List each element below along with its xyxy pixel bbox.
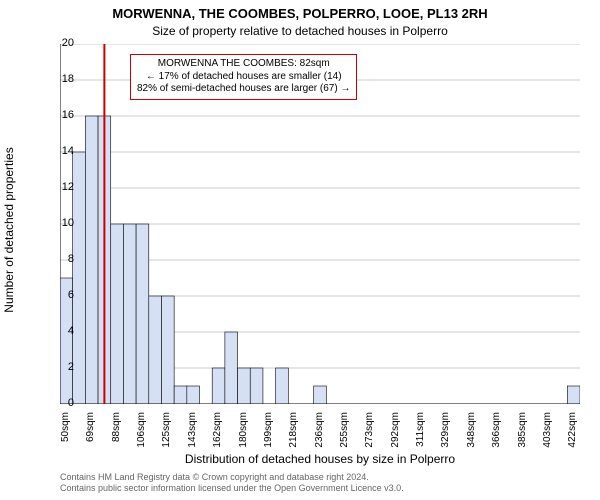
title-primary: MORWENNA, THE COOMBES, POLPERRO, LOOE, P… — [0, 6, 600, 21]
xtick-label: 385sqm — [517, 412, 528, 472]
footer-attribution: Contains HM Land Registry data © Crown c… — [60, 472, 580, 494]
ytick-label: 18 — [44, 73, 74, 85]
ytick-label: 14 — [44, 145, 74, 157]
ytick-label: 8 — [44, 253, 74, 265]
ytick-label: 16 — [44, 109, 74, 121]
footer-line2: Contains public sector information licen… — [60, 483, 580, 494]
xtick-label: 162sqm — [212, 412, 223, 472]
footer-line1: Contains HM Land Registry data © Crown c… — [60, 472, 580, 483]
annotation-line: 82% of semi-detached houses are larger (… — [137, 83, 350, 96]
xtick-label: 88sqm — [111, 412, 122, 472]
xtick-label: 311sqm — [415, 412, 426, 472]
annotation-line: ← 17% of detached houses are smaller (14… — [137, 71, 350, 84]
y-axis-label: Number of detached properties — [2, 80, 16, 380]
xtick-label: 348sqm — [466, 412, 477, 472]
chart-container: MORWENNA, THE COOMBES, POLPERRO, LOOE, P… — [0, 0, 600, 500]
ytick-label: 6 — [44, 289, 74, 301]
xtick-label: 69sqm — [85, 412, 96, 472]
xtick-label: 273sqm — [364, 412, 375, 472]
title-secondary: Size of property relative to detached ho… — [0, 24, 600, 38]
xtick-label: 236sqm — [314, 412, 325, 472]
ytick-label: 10 — [44, 217, 74, 229]
xtick-label: 422sqm — [567, 412, 578, 472]
xtick-label: 255sqm — [339, 412, 350, 472]
xtick-label: 125sqm — [161, 412, 172, 472]
xtick-label: 218sqm — [288, 412, 299, 472]
ytick-label: 0 — [44, 397, 74, 409]
ytick-label: 2 — [44, 361, 74, 373]
xtick-label: 292sqm — [390, 412, 401, 472]
annotation-box: MORWENNA THE COOMBES: 82sqm← 17% of deta… — [130, 54, 357, 100]
xtick-label: 50sqm — [60, 412, 71, 472]
xtick-label: 403sqm — [542, 412, 553, 472]
xtick-label: 106sqm — [136, 412, 147, 472]
xtick-label: 199sqm — [263, 412, 274, 472]
xtick-label: 143sqm — [187, 412, 198, 472]
ytick-label: 4 — [44, 325, 74, 337]
xtick-label: 329sqm — [440, 412, 451, 472]
ytick-label: 12 — [44, 181, 74, 193]
annotation-line: MORWENNA THE COOMBES: 82sqm — [137, 58, 350, 71]
ytick-label: 20 — [44, 37, 74, 49]
xtick-label: 366sqm — [491, 412, 502, 472]
xtick-label: 180sqm — [238, 412, 249, 472]
